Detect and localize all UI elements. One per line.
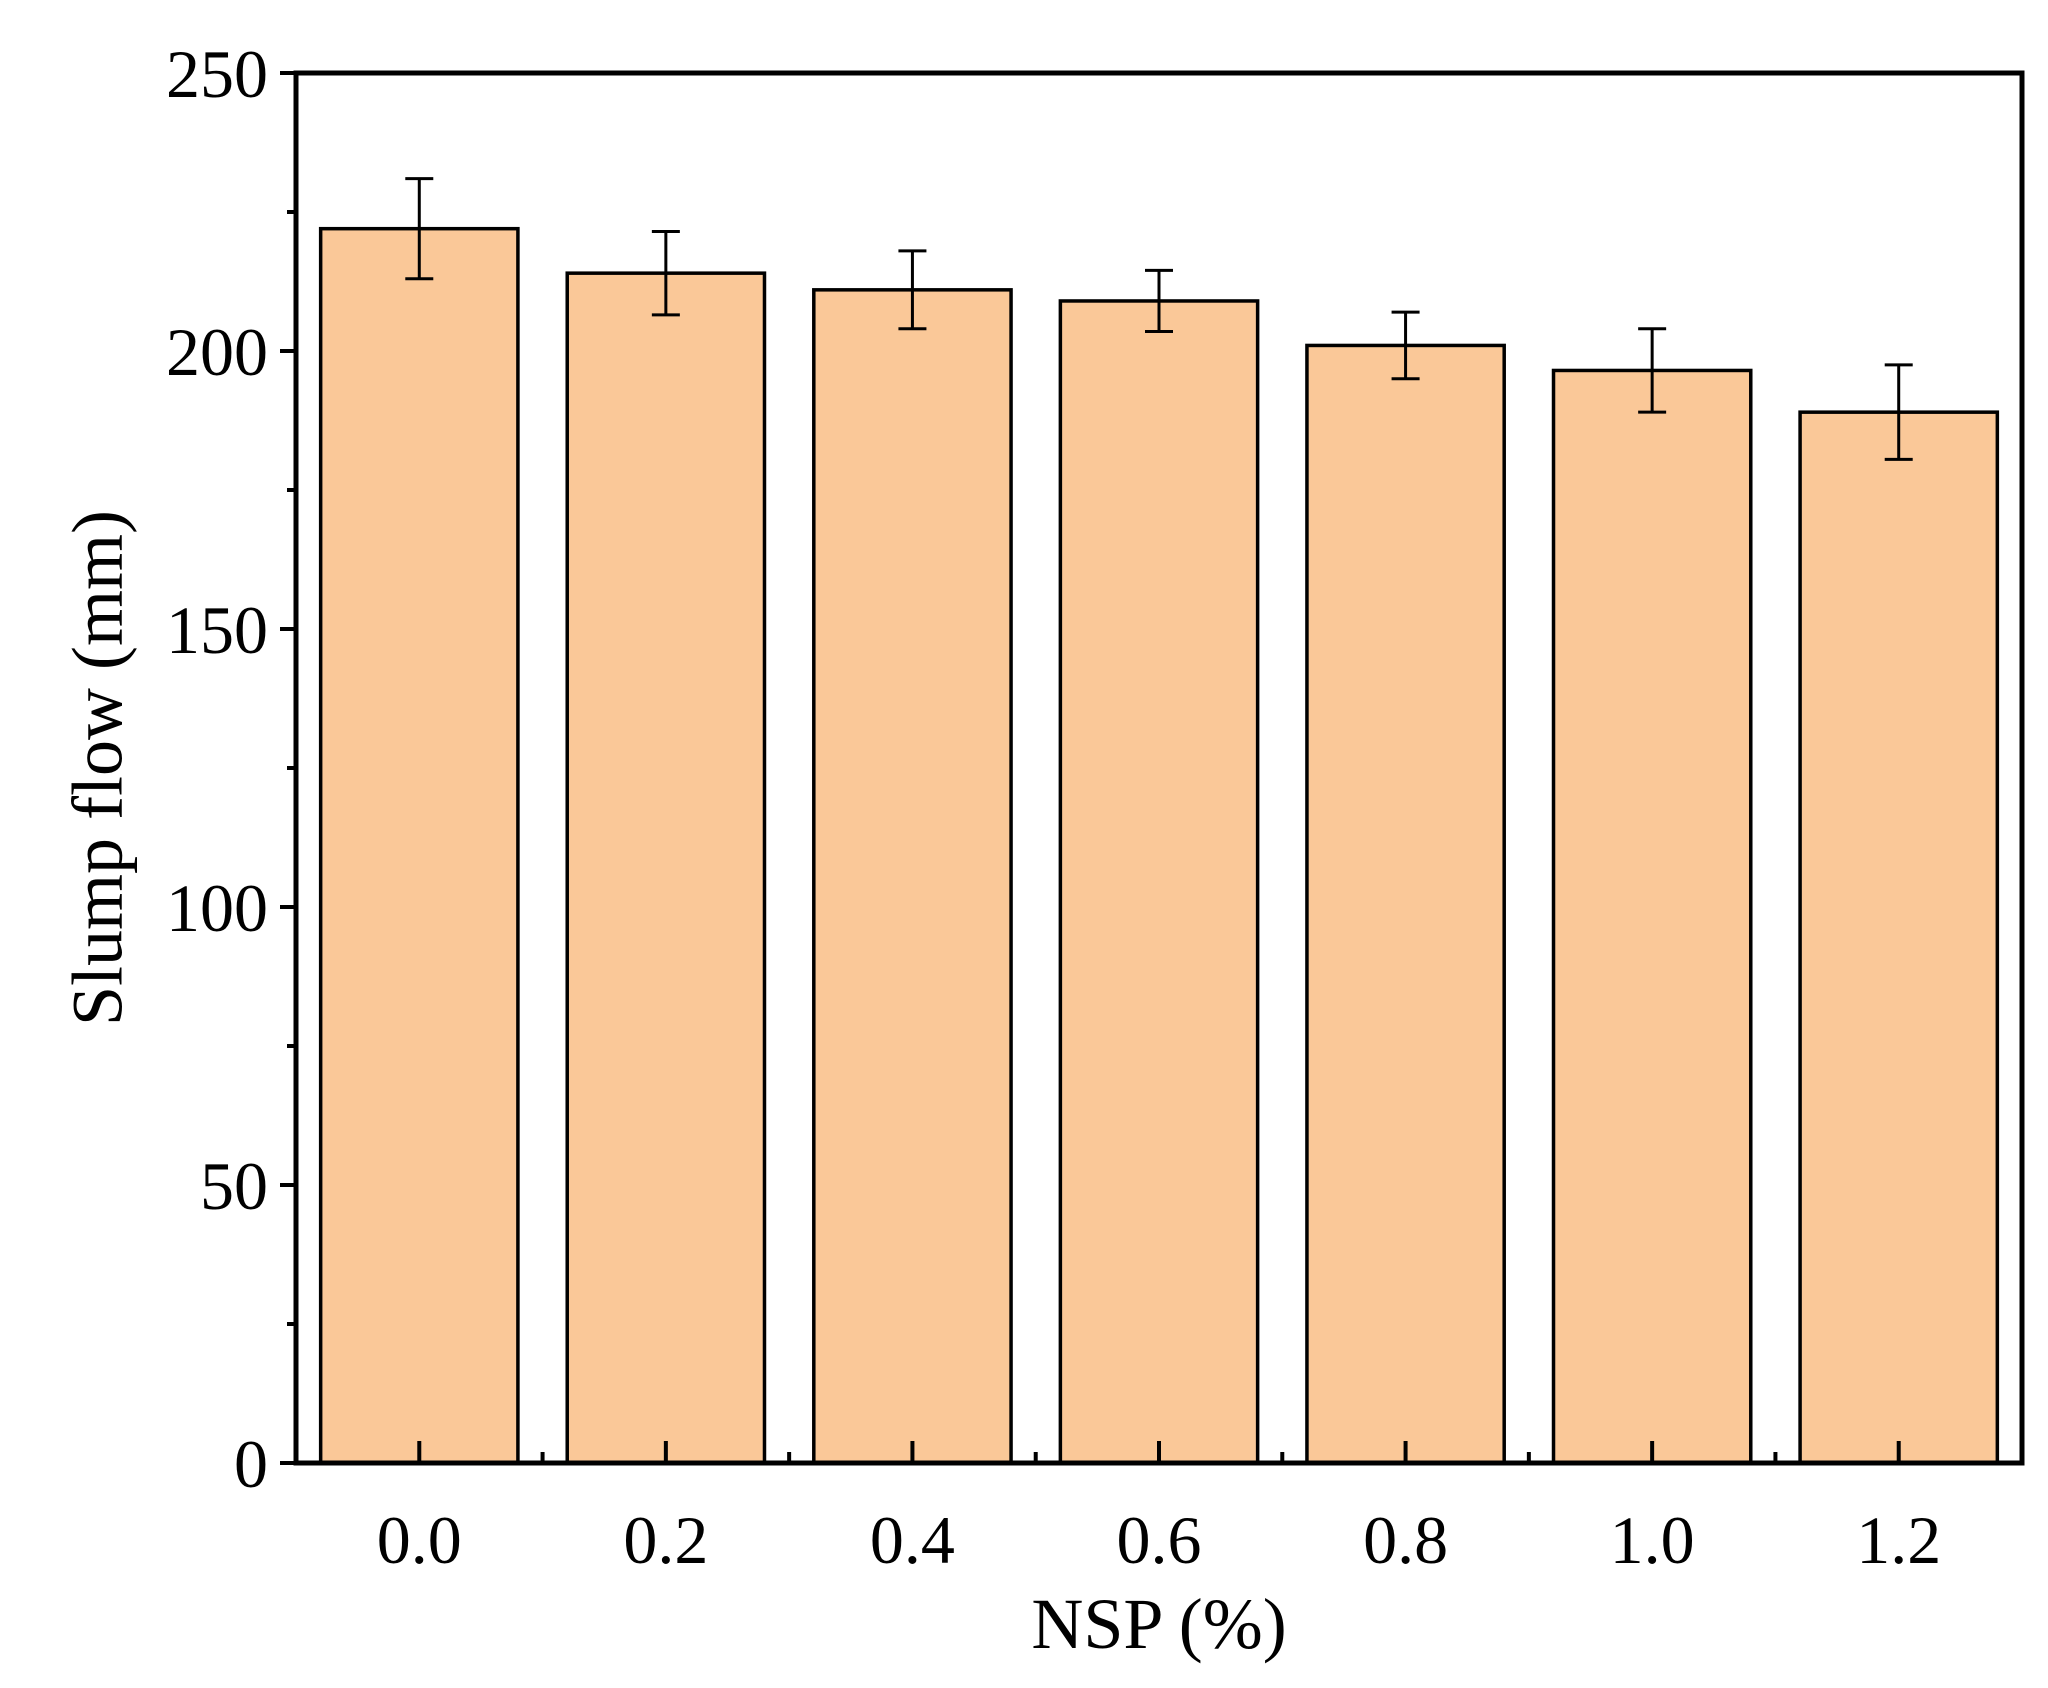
y-tick-label-250: 250 bbox=[166, 36, 268, 112]
x-tick-label-0.2: 0.2 bbox=[623, 1502, 708, 1578]
bar-0.6 bbox=[1058, 299, 1260, 1465]
y-tick-label-100: 100 bbox=[166, 870, 268, 946]
y-ticks-layer: 0 50 100 150 200 250 bbox=[166, 36, 296, 1502]
x-tick-label-0.6: 0.6 bbox=[1117, 1502, 1202, 1578]
bar-1.2 bbox=[1798, 410, 2000, 1465]
bars-layer bbox=[318, 226, 2000, 1465]
x-tick-label-1.2: 1.2 bbox=[1856, 1502, 1941, 1578]
y-tick-label-0: 0 bbox=[234, 1426, 268, 1502]
bar-0.0 bbox=[318, 226, 520, 1465]
bar-0.8 bbox=[1305, 343, 1506, 1465]
error-bar-0.0 bbox=[405, 177, 434, 281]
y-tick-label-150: 150 bbox=[166, 592, 268, 668]
x-tick-label-1.0: 1.0 bbox=[1610, 1502, 1695, 1578]
y-tick-label-50: 50 bbox=[200, 1148, 268, 1224]
y-tick-label-200: 200 bbox=[166, 314, 268, 390]
error-bar-1.2 bbox=[1884, 363, 1913, 461]
error-bar-0.4 bbox=[898, 249, 927, 331]
x-axis-title: NSP (%) bbox=[1031, 1584, 1286, 1664]
bar-0.4 bbox=[812, 288, 1013, 1465]
error-bar-0.6 bbox=[1145, 268, 1173, 334]
x-ticks-layer: 0.0 0.2 0.4 0.6 0.8 1.0 1.2 bbox=[377, 1441, 1941, 1578]
error-bars-layer bbox=[405, 177, 1913, 461]
x-tick-label-0.0: 0.0 bbox=[377, 1502, 462, 1578]
x-tick-label-0.8: 0.8 bbox=[1363, 1502, 1448, 1578]
y-axis-title: Slump flow (mm) bbox=[58, 510, 138, 1026]
error-bar-0.8 bbox=[1391, 310, 1420, 381]
bar-1.0 bbox=[1551, 368, 1753, 1465]
x-tick-label-0.4: 0.4 bbox=[870, 1502, 955, 1578]
error-bar-0.2 bbox=[651, 229, 680, 317]
bar-0.2 bbox=[565, 271, 767, 1465]
error-bar-1.0 bbox=[1638, 327, 1667, 414]
